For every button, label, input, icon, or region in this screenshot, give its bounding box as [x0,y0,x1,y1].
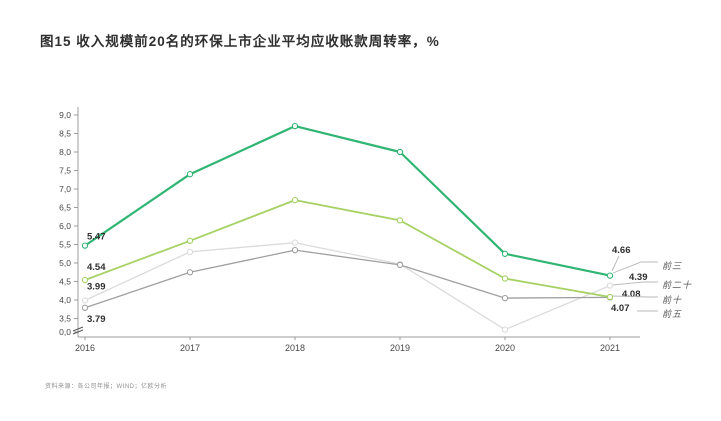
y-tick-label: 8,0 [59,147,71,157]
start-value-label: 3.79 [87,314,106,325]
data-point-marker [186,171,194,178]
end-value-label: 4.66 [612,245,631,256]
start-value-label: 4.54 [87,262,106,273]
start-value-label: 3.99 [87,281,106,292]
x-tick-label: 2021 [600,343,620,353]
legend-label-前五: 前五 [662,309,682,320]
x-tick-label: 2016 [75,343,95,353]
leader-line [612,281,658,286]
data-point-marker [396,148,404,156]
data-point-marker [291,122,299,130]
data-point-marker [291,196,299,204]
data-point-marker [81,242,89,249]
data-point-marker [606,282,614,289]
y-tick-label: 5,5 [59,240,71,250]
y-tick-label: 7,0 [59,184,71,194]
data-point-marker [186,269,194,276]
data-point-marker [501,250,509,257]
end-value-label: 4.39 [629,272,648,283]
figure-title: 图15 收入规模前20名的环保上市企业平均应收账款周转率，% [40,34,440,49]
end-value-label: 4.07 [611,303,630,314]
leader-line [611,255,620,272]
data-point-marker [501,275,509,282]
start-value-label: 5.47 [87,232,106,243]
data-point-marker [606,272,614,279]
leader-line [612,261,658,274]
y-tick-label: 6,0 [59,221,71,231]
y-tick-label: 7,5 [59,166,71,176]
data-point-marker [291,239,299,246]
leader-line [612,295,658,298]
data-point-marker [291,246,299,254]
data-point-marker [81,297,89,304]
legend-label-前三: 前三 [662,261,682,272]
data-point-marker [606,293,614,301]
legend-label-前十: 前十 [662,295,682,306]
axis-break-icon [72,326,84,332]
data-point-marker [186,248,194,256]
y-tick-label: 8,5 [59,129,71,139]
series-line-前二十 [84,242,611,331]
data-point-marker [501,326,509,333]
data-point-marker [186,237,194,244]
y-tick-label: 9,0 [59,110,71,120]
series-line-前三 [84,124,611,277]
data-point-marker [501,294,509,302]
y-tick-label: 5,0 [59,258,71,268]
data-point-marker [81,276,89,284]
axis-break-icon [72,329,84,335]
legend-label-前二十: 前二十 [662,280,692,291]
end-value-label: 4.08 [622,289,641,300]
x-tick-label: 2019 [390,343,410,353]
y-tick-label: 6,5 [59,203,71,213]
x-tick-label: 2017 [180,343,200,353]
x-tick-label: 2018 [285,343,305,353]
y-tick-label: 3,5 [59,314,71,324]
source-footnote: 资料来源：各公司年报；WIND；亿欧分析 [45,384,167,390]
series-line-前十 [84,199,611,298]
data-point-marker [81,304,89,311]
y-tick-label: 0,0 [59,327,71,337]
y-tick-label: 4,5 [59,277,71,287]
data-point-marker [396,217,404,224]
series-line-前五 [84,249,611,309]
x-tick-label: 2020 [495,343,515,353]
data-point-marker [396,261,404,269]
y-tick-label: 4,0 [59,295,71,305]
